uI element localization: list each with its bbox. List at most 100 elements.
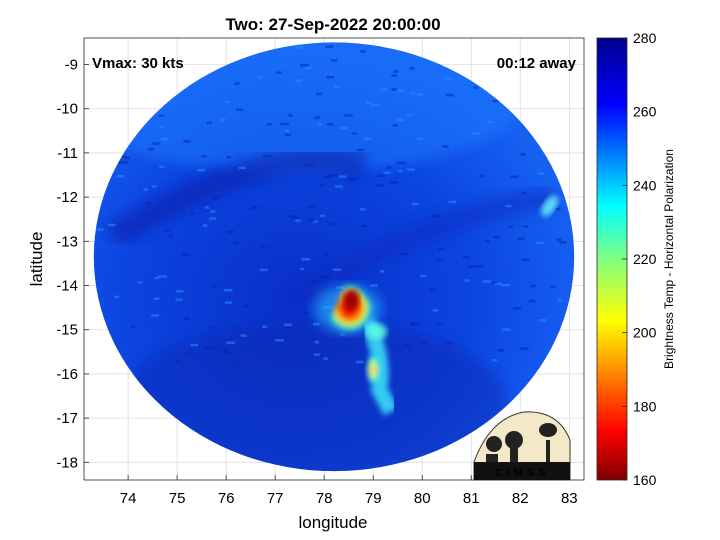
scan-speckle <box>294 216 299 220</box>
scan-speckle <box>285 129 290 133</box>
y-tick-label: -14 <box>56 278 78 295</box>
scan-speckle <box>464 279 470 282</box>
scan-speckle <box>347 177 357 181</box>
scan-speckle <box>397 89 405 92</box>
x-tick-label: 78 <box>316 490 333 507</box>
colorbar-tick-label: 180 <box>633 398 657 414</box>
scan-speckle <box>295 219 301 222</box>
colorbar-tick-label: 260 <box>633 104 657 120</box>
scan-speckle <box>304 163 314 167</box>
scan-speckle <box>284 133 292 137</box>
scan-speckle <box>420 274 427 278</box>
y-ticks: -9 -10 -11 -12 -13 -14 -15 -16 -17 -18 <box>56 57 89 471</box>
scan-speckle <box>243 305 251 308</box>
scan-speckle <box>190 343 199 347</box>
scan-speckle <box>396 118 404 122</box>
scan-speckle <box>479 174 485 178</box>
scan-speckle <box>183 140 191 143</box>
scan-speckle <box>361 224 368 228</box>
scan-speckle <box>396 161 406 165</box>
scan-speckle <box>320 214 325 218</box>
y-tick-label: -18 <box>56 454 78 471</box>
scan-speckle <box>495 282 503 286</box>
dark-spiral-band <box>106 146 369 248</box>
scan-speckle <box>143 188 148 191</box>
scan-speckle <box>159 114 164 117</box>
scan-speckle <box>116 174 124 178</box>
scan-speckle <box>325 45 334 48</box>
scan-speckle <box>416 93 424 96</box>
scan-speckle <box>409 67 415 70</box>
x-axis-label: longitude <box>298 513 367 532</box>
scan-speckle <box>284 323 292 327</box>
scan-speckle <box>462 255 470 259</box>
y-axis-label: latitude <box>27 232 46 287</box>
scan-speckle <box>329 222 335 226</box>
scan-speckle <box>411 322 420 325</box>
x-tick-label: 76 <box>218 490 235 507</box>
y-tick-label: -9 <box>65 57 78 74</box>
scan-speckle <box>516 237 525 241</box>
scan-speckle <box>202 224 208 227</box>
scan-speckle <box>266 123 272 126</box>
scan-speckle <box>523 225 529 228</box>
y-tick-label: -12 <box>56 189 78 206</box>
scan-speckle <box>435 259 444 262</box>
scan-speckle <box>316 92 322 96</box>
scan-speckle <box>370 103 380 107</box>
scan-speckle <box>158 275 168 278</box>
scan-speckle <box>262 154 272 158</box>
scan-speckle <box>379 88 388 92</box>
convective-core <box>325 285 374 336</box>
scan-speckle <box>312 322 320 326</box>
scan-speckle <box>322 275 332 279</box>
scan-speckle <box>492 99 499 103</box>
scan-speckle <box>406 114 413 117</box>
scan-speckle <box>251 206 259 210</box>
scan-speckle <box>370 284 378 287</box>
x-tick-label: 80 <box>414 490 431 507</box>
scan-speckle <box>351 132 357 135</box>
x-tick-label: 77 <box>267 490 284 507</box>
scan-speckle <box>259 245 266 248</box>
scan-speckle <box>118 155 128 159</box>
x-tick-label: 83 <box>561 490 578 507</box>
scan-speckle <box>107 223 116 227</box>
axes-box <box>83 37 585 481</box>
x-ticks: 74 75 76 77 78 79 80 81 82 83 <box>120 475 578 507</box>
scan-speckle <box>391 74 397 77</box>
scan-speckle <box>114 295 120 299</box>
scan-speckle <box>436 322 444 326</box>
scan-speckle <box>407 168 416 171</box>
scan-speckle <box>154 276 160 280</box>
scan-speckle <box>502 328 511 331</box>
convective-features <box>313 195 559 416</box>
scan-speckle <box>505 204 512 208</box>
scan-speckle <box>310 280 320 283</box>
scan-speckle <box>399 252 408 256</box>
scan-speckle <box>276 71 282 75</box>
scan-speckle <box>220 118 226 122</box>
scan-speckle <box>314 353 321 356</box>
scan-speckle <box>393 70 399 73</box>
scan-speckle <box>508 225 513 229</box>
scan-speckle <box>130 325 136 329</box>
scan-speckle <box>164 229 172 232</box>
y-tick-label: -15 <box>56 322 78 339</box>
scan-speckle <box>323 175 332 179</box>
scan-speckle <box>335 185 343 188</box>
scan-speckle <box>535 241 544 245</box>
scan-speckle <box>319 184 324 187</box>
scan-speckle <box>365 101 372 104</box>
scan-speckle <box>323 357 328 360</box>
scan-speckle <box>295 79 303 82</box>
scan-speckle <box>223 288 233 292</box>
scan-speckle <box>447 200 456 204</box>
scan-speckle <box>159 165 165 169</box>
scan-speckle <box>224 351 230 354</box>
scan-speckle <box>432 309 438 312</box>
scan-speckle <box>379 270 385 273</box>
scan-speckle <box>183 317 191 321</box>
scan-speckle <box>338 175 347 178</box>
x-tick-label: 74 <box>120 490 137 507</box>
